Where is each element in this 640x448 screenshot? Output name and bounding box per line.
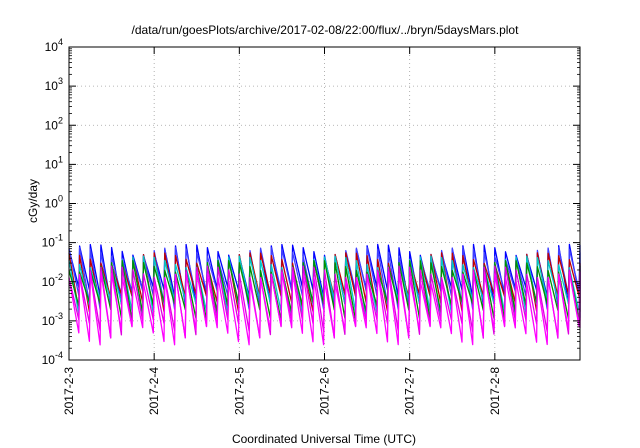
- y-tick-label: 10-4: [42, 350, 63, 367]
- ticks-layer: 10-4 10-3 10-2 10-1 100 101 102 103 104 2017-2-3 2…: [42, 37, 580, 415]
- x-axis-label: Coordinated Universal Time (UTC): [232, 432, 416, 446]
- x-tick-label: 2017-2-4: [147, 367, 161, 415]
- y-tick-label: 101: [45, 154, 63, 171]
- x-tick-label: 2017-2-7: [403, 367, 417, 415]
- series-line: [68, 259, 581, 321]
- series-line: [68, 255, 581, 319]
- y-axis-label: cGy/day: [26, 179, 40, 223]
- y-tick-label: 10-1: [42, 233, 63, 250]
- series-layer: [68, 243, 581, 346]
- x-tick-label: 2017-2-5: [232, 367, 246, 415]
- x-tick-label: 2017-2-3: [62, 367, 76, 415]
- x-tick-label: 2017-2-8: [488, 367, 502, 415]
- y-tick-label: 104: [45, 37, 63, 54]
- y-tick-label: 100: [45, 194, 63, 211]
- y-tick-label: 102: [45, 115, 63, 132]
- y-tick-label: 10-3: [42, 311, 63, 328]
- y-tick-label: 103: [45, 76, 63, 93]
- chart-title: /data/run/goesPlots/archive/2017-02-08/2…: [132, 23, 520, 37]
- y-tick-label: 10-2: [42, 272, 63, 289]
- x-tick-label: 2017-2-6: [318, 367, 332, 415]
- series-line: [68, 271, 581, 346]
